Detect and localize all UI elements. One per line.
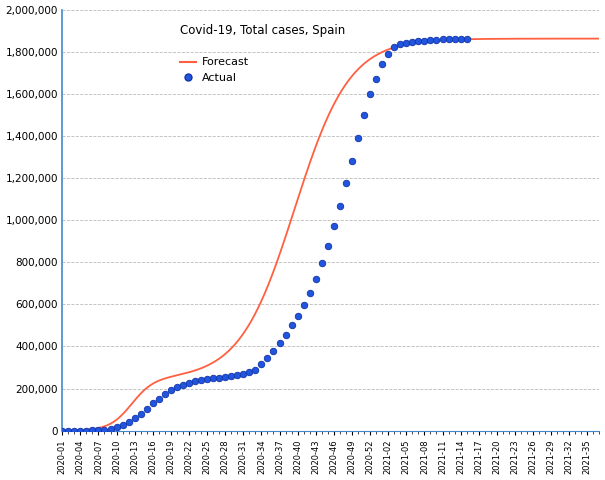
Point [184, 379, 194, 386]
Point [299, 301, 309, 309]
Point [76, 427, 85, 434]
Point [244, 368, 254, 376]
Point [257, 360, 266, 368]
Point [431, 36, 441, 44]
Point [70, 427, 79, 434]
Point [311, 275, 321, 283]
Point [287, 322, 296, 329]
Point [226, 372, 236, 380]
Point [462, 35, 471, 42]
Point [124, 419, 134, 426]
Point [341, 180, 351, 187]
Point [208, 374, 218, 382]
Point [396, 40, 405, 48]
Point [196, 376, 206, 384]
Point [57, 427, 67, 434]
Point [275, 339, 284, 347]
Point [437, 36, 447, 43]
Point [106, 425, 116, 432]
Point [335, 203, 345, 210]
Point [130, 415, 140, 422]
Point [232, 371, 242, 379]
Point [172, 383, 182, 391]
Point [112, 423, 122, 431]
Point [450, 35, 459, 43]
Point [166, 386, 175, 394]
Point [82, 427, 91, 434]
Point [384, 50, 393, 58]
Point [359, 111, 369, 119]
Point [456, 35, 465, 43]
Point [238, 370, 248, 378]
Point [220, 373, 230, 381]
Point [148, 399, 158, 407]
Point [118, 421, 128, 429]
Point [425, 36, 435, 44]
Point [136, 410, 146, 418]
Point [202, 375, 212, 383]
Point [263, 354, 272, 362]
Point [378, 60, 387, 68]
Point [293, 312, 302, 320]
Point [88, 427, 97, 434]
Point [402, 39, 411, 47]
Point [142, 405, 152, 412]
Point [408, 38, 417, 46]
Point [190, 377, 200, 385]
Point [64, 427, 73, 434]
Point [414, 37, 424, 45]
Point [160, 390, 169, 398]
Point [347, 157, 357, 165]
Point [323, 242, 333, 250]
Point [353, 134, 363, 142]
Point [443, 36, 453, 43]
Point [154, 395, 163, 403]
Point [250, 366, 260, 373]
Legend: Forecast, Actual: Forecast, Actual [175, 53, 253, 87]
Point [371, 75, 381, 83]
Point [269, 347, 278, 355]
Point [94, 426, 103, 434]
Point [317, 259, 327, 267]
Point [281, 331, 290, 339]
Point [329, 223, 339, 230]
Point [100, 426, 110, 433]
Point [419, 36, 429, 44]
Point [214, 374, 224, 382]
Point [390, 44, 399, 51]
Point [178, 381, 188, 389]
Point [305, 289, 315, 297]
Text: Covid-19, Total cases, Spain: Covid-19, Total cases, Spain [180, 24, 345, 37]
Point [365, 90, 375, 97]
